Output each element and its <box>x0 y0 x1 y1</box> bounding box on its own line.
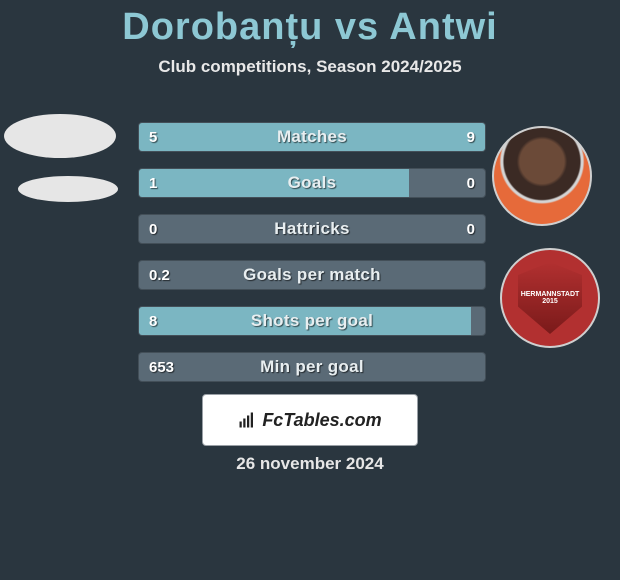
stat-row: 653Min per goal <box>138 352 486 382</box>
stat-value-right: 0 <box>467 215 475 243</box>
player-left-club-badge <box>18 176 118 202</box>
stat-label: Goals <box>139 169 485 197</box>
club-shield-icon: HERMANNSTADT 2015 <box>518 262 582 334</box>
stat-label: Shots per goal <box>139 307 485 335</box>
brand-logo-icon <box>238 411 256 429</box>
stats-bars: 5Matches91Goals00Hattricks00.2Goals per … <box>138 122 486 398</box>
subtitle: Club competitions, Season 2024/2025 <box>0 57 620 77</box>
stat-label: Hattricks <box>139 215 485 243</box>
stat-row: 1Goals0 <box>138 168 486 198</box>
stat-value-right: 9 <box>467 123 475 151</box>
stat-label: Goals per match <box>139 261 485 289</box>
stat-row: 0Hattricks0 <box>138 214 486 244</box>
stat-label: Matches <box>139 123 485 151</box>
club-name: HERMANNSTADT <box>521 291 580 298</box>
player-left-avatar <box>4 114 116 158</box>
stat-row: 0.2Goals per match <box>138 260 486 290</box>
stat-row: 5Matches9 <box>138 122 486 152</box>
player-right-club-badge: HERMANNSTADT 2015 <box>500 248 600 348</box>
page-title: Dorobanțu vs Antwi <box>0 0 620 49</box>
club-year: 2015 <box>542 298 558 305</box>
stat-row: 8Shots per goal <box>138 306 486 336</box>
stat-value-right: 0 <box>467 169 475 197</box>
stat-label: Min per goal <box>139 353 485 381</box>
brand-text: FcTables.com <box>262 410 381 431</box>
date-text: 26 november 2024 <box>0 454 620 474</box>
player-right-avatar <box>492 126 592 226</box>
brand-pill: FcTables.com <box>202 394 418 446</box>
